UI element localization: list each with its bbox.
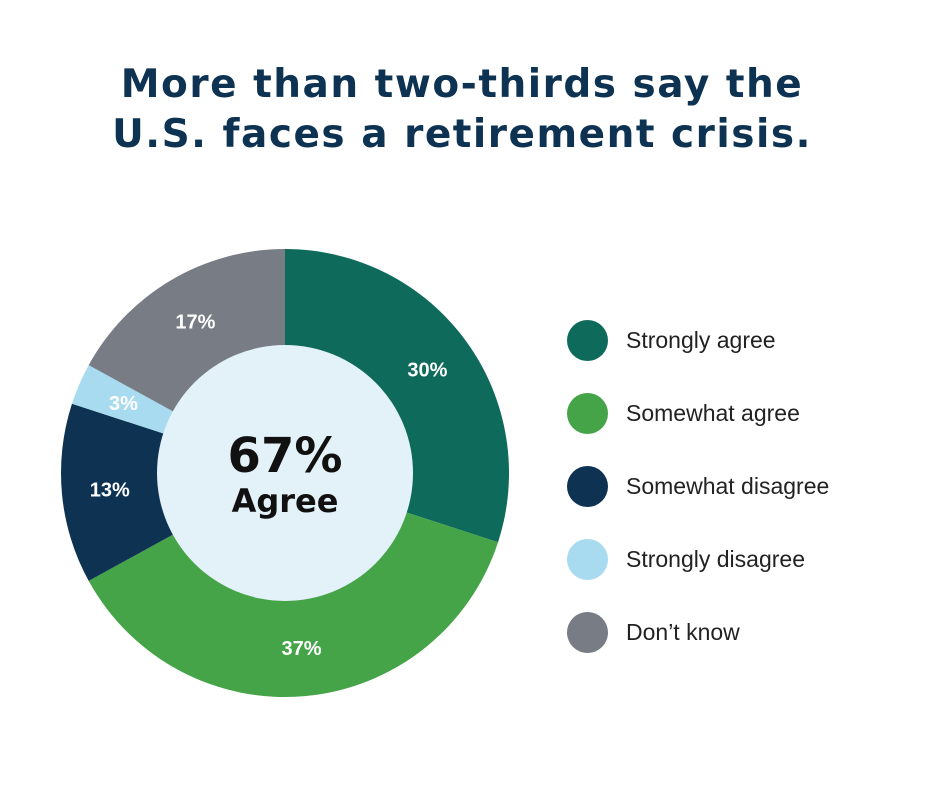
chart-title-line-1: More than two-thirds say the [120,62,804,107]
legend-swatch [567,539,608,580]
center-text: Agree [232,482,339,520]
slice-label-somewhat-disagree: 13% [90,480,130,502]
legend-label: Somewhat agree [626,400,800,426]
legend-label: Don’t know [626,619,740,645]
slice-labels: 30% 37% 13% 3% 17% [90,312,448,661]
slice-label-don-t-know: 17% [175,312,215,334]
legend-item-somewhat-disagree: Somewhat disagree [567,450,829,523]
center-value: 67% [228,428,343,484]
slice-label-strongly-agree: 30% [407,360,447,382]
legend-swatch [567,466,608,507]
legend-swatch [567,320,608,361]
legend-item-somewhat-agree: Somewhat agree [567,377,829,450]
legend-label: Strongly agree [626,327,776,353]
legend-item-strongly-agree: Strongly agree [567,304,829,377]
chart-title-line-2: U.S. faces a retirement crisis. [112,112,812,157]
chart-title: More than two-thirds say the U.S. faces … [0,60,924,160]
legend: Strongly agree Somewhat agree Somewhat d… [567,304,829,669]
legend-label: Strongly disagree [626,546,805,572]
legend-item-strongly-disagree: Strongly disagree [567,523,829,596]
legend-swatch [567,393,608,434]
slice-label-somewhat-agree: 37% [282,638,322,660]
donut-center-disc [157,345,413,601]
slice-label-strongly-disagree: 3% [109,393,138,415]
legend-label: Somewhat disagree [626,473,830,499]
legend-item-dont-know: Don’t know [567,596,829,669]
legend-swatch [567,612,608,653]
